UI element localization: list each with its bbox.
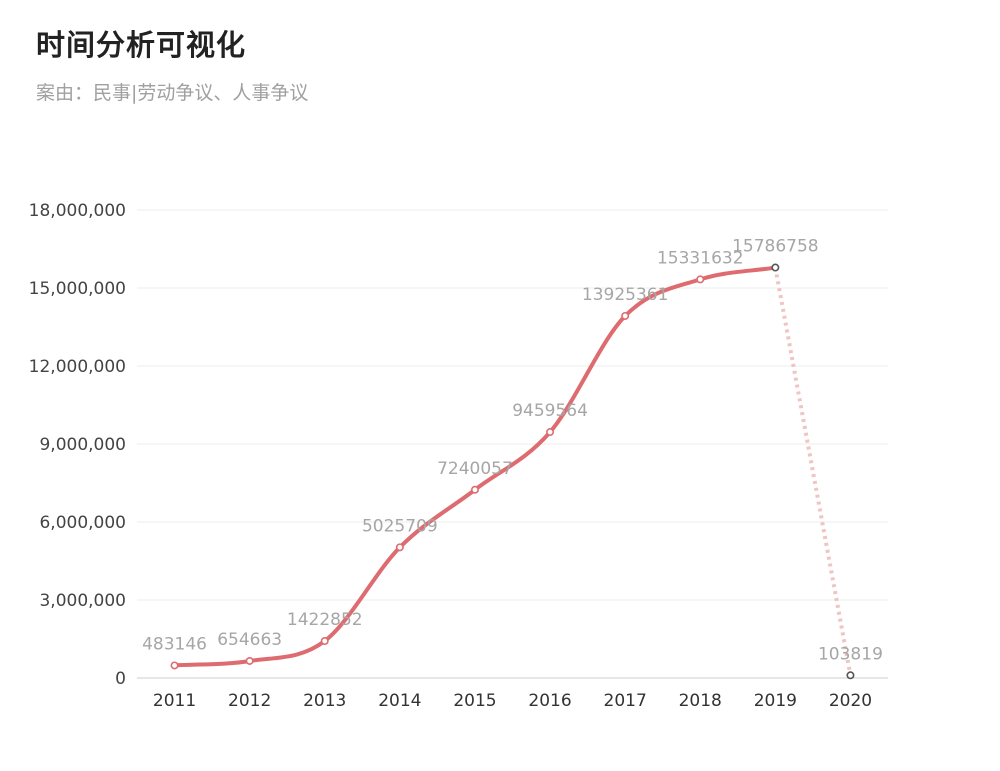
y-tick-label: 15,000,000 (29, 279, 126, 299)
data-label: 15786758 (732, 237, 819, 257)
data-point (846, 671, 855, 680)
y-tick-label: 12,000,000 (29, 357, 126, 377)
x-tick-label: 2019 (754, 691, 797, 711)
data-label: 483146 (142, 634, 207, 654)
data-point (546, 428, 555, 437)
x-tick-label: 2011 (153, 691, 196, 711)
dotted-segment (773, 267, 853, 676)
data-point (245, 656, 254, 665)
y-tick-label: 0 (115, 669, 126, 689)
data-point (771, 263, 780, 272)
data-label: 7240057 (437, 459, 513, 479)
data-point (696, 275, 705, 284)
data-label: 654663 (217, 630, 282, 650)
x-tick-label: 2017 (604, 691, 647, 711)
data-point (621, 311, 630, 320)
data-point (170, 661, 179, 670)
data-label: 103819 (818, 644, 883, 664)
data-label: 13925361 (582, 285, 669, 305)
x-tick-label: 2018 (679, 691, 722, 711)
data-point (470, 485, 479, 494)
x-tick-label: 2016 (528, 691, 571, 711)
data-label: 15331632 (657, 248, 744, 268)
x-tick-label: 2012 (228, 691, 271, 711)
data-label: 1422852 (287, 610, 363, 630)
y-tick-label: 9,000,000 (39, 435, 126, 455)
data-point (395, 543, 404, 552)
data-label: 9459564 (512, 401, 588, 421)
chart-subtitle: 案由：民事|劳动争议、人事争议 (36, 82, 309, 104)
y-tick-label: 6,000,000 (39, 513, 126, 533)
x-tick-label: 2013 (303, 691, 346, 711)
x-tick-label: 2020 (829, 691, 872, 711)
data-label: 5025709 (362, 516, 438, 536)
y-tick-label: 3,000,000 (39, 591, 126, 611)
x-tick-label: 2014 (378, 691, 421, 711)
data-point (320, 637, 329, 646)
x-tick-label: 2015 (453, 691, 496, 711)
y-tick-label: 18,000,000 (29, 201, 126, 221)
chart-title: 时间分析可视化 (36, 28, 247, 62)
